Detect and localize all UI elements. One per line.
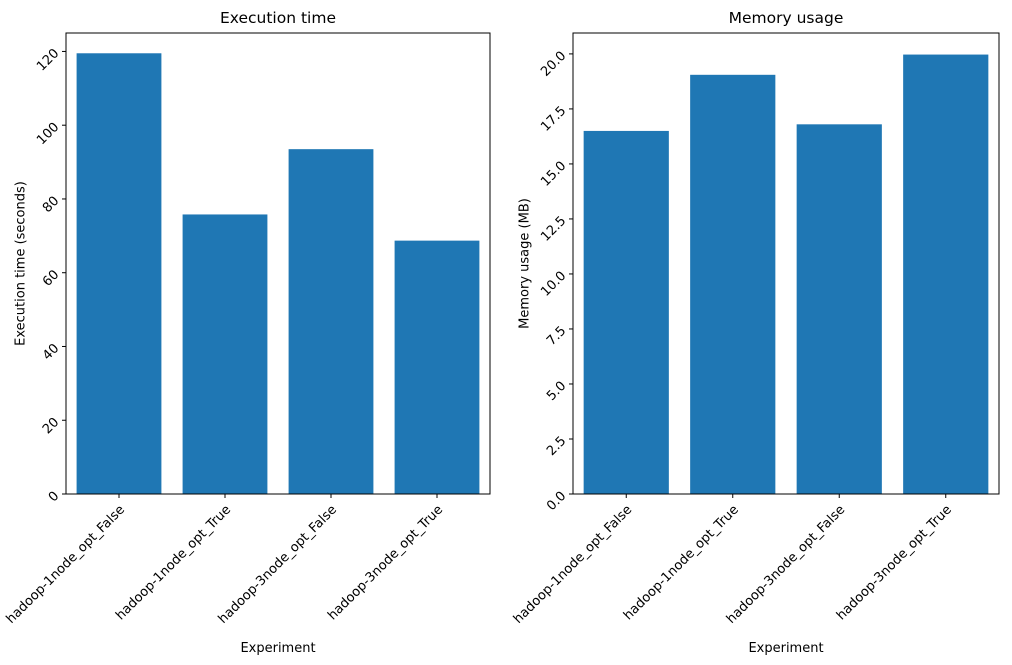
- mem-chart-title: Memory usage: [729, 9, 844, 27]
- mem-ytick-label-6: 15.0: [538, 159, 569, 190]
- exec-chart-title: Execution time: [220, 9, 336, 27]
- mem-bar-2: [690, 74, 776, 494]
- exec-bar-3: [288, 149, 374, 495]
- exec-axes-frame: [65, 32, 491, 495]
- exec-ytick-label-5: 100: [34, 120, 62, 148]
- exec-bar-1: [76, 53, 162, 494]
- exec-ytick-label-3: 60: [40, 267, 62, 289]
- exec-xtick-label-1: hadoop-1node_opt_True: [113, 502, 234, 623]
- exec-ytick-label-1: 20: [40, 415, 62, 437]
- mem-y-axis-label: Memory usage (MB): [518, 198, 533, 329]
- mem-ytick-label-3: 7.5: [544, 324, 569, 349]
- exec-bar-2: [182, 214, 268, 494]
- mem-bar-4: [903, 54, 989, 495]
- mem-ytick-label-1: 2.5: [544, 434, 569, 459]
- mem-axes-frame: [572, 32, 1000, 495]
- exec-y-axis-label: Execution time (seconds): [14, 181, 29, 346]
- mem-xtick-label-0: hadoop-1node_opt_False: [511, 502, 635, 626]
- exec-bar-4: [394, 240, 480, 494]
- mem-ytick-label-0: 0.0: [544, 489, 569, 514]
- exec-ytick-label-4: 80: [40, 194, 62, 216]
- exec-xtick-label-2: hadoop-3node_opt_False: [216, 502, 340, 626]
- mem-xtick-label-3: hadoop-3node_opt_True: [834, 502, 955, 623]
- exec-ytick-label-6: 120: [34, 46, 62, 74]
- exec-xtick-label-0: hadoop-1node_opt_False: [4, 502, 128, 626]
- mem-ytick-label-4: 10.0: [538, 269, 569, 300]
- exec-ytick-label-2: 40: [40, 341, 62, 363]
- mem-x-axis-label: Experiment: [748, 641, 823, 656]
- exec-x-axis-label: Experiment: [240, 641, 315, 656]
- memory-usage-chart: 0.0 2.5 5.0 7.5 10.0 12.5 15.0 17.5 20.0 hadoop-1…: [511, 9, 1000, 656]
- exec-ytick-label-0: 0: [46, 489, 62, 505]
- mem-xtick-label-2: hadoop-3node_opt_False: [724, 502, 848, 626]
- mem-ytick-label-5: 12.5: [538, 214, 569, 245]
- mem-bar-1: [583, 130, 669, 495]
- mem-xtick-label-1: hadoop-1node_opt_True: [621, 502, 742, 623]
- mem-ytick-label-7: 17.5: [538, 104, 569, 135]
- mem-bar-3: [796, 124, 882, 494]
- mem-ytick-label-8: 20.0: [538, 49, 569, 80]
- execution-time-chart: 020406080100120hadoop-1node_opt_Falsehad…: [4, 9, 491, 656]
- exec-xtick-label-3: hadoop-3node_opt_True: [325, 502, 446, 623]
- mem-ytick-label-2: 5.0: [544, 379, 569, 404]
